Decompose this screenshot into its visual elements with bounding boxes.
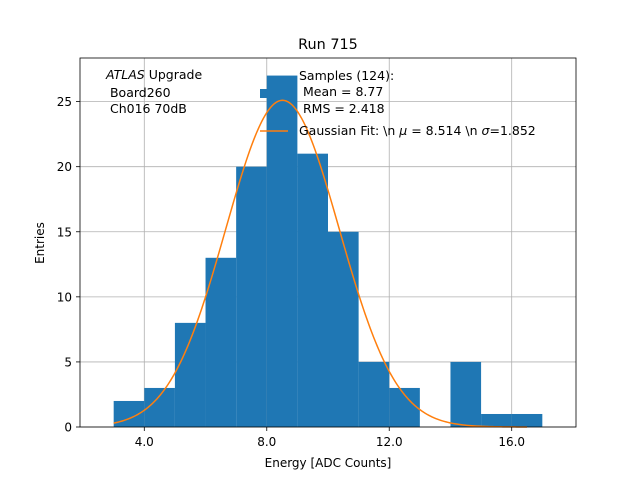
legend-samples-line-2: Mean = 8.77 xyxy=(299,84,383,99)
legend-fit-sigma: σ xyxy=(482,123,491,138)
y-tick-label: 5 xyxy=(64,355,72,369)
histogram-bar xyxy=(144,387,175,427)
histogram-bars xyxy=(113,75,543,428)
histogram-bar xyxy=(481,413,512,427)
legend-fit-label: Gaussian Fit: \n μ = 8.514 \n σ=1.852 xyxy=(299,123,536,138)
annotation-line-2: Board260 xyxy=(106,85,171,100)
atlas-annotation: ATLAS Upgrade Board260 Ch016 70dB xyxy=(105,67,202,116)
x-tick-label: 12.0 xyxy=(376,435,403,449)
histogram-bar xyxy=(236,166,267,427)
x-tick-label: 16.0 xyxy=(498,435,525,449)
axes-frame xyxy=(79,57,577,428)
y-tick-label: 20 xyxy=(57,160,72,174)
chart-title: Run 715 xyxy=(298,37,358,53)
legend-samples-swatch xyxy=(260,89,288,98)
legend-samples-line-3: RMS = 2.418 xyxy=(299,101,385,116)
annotation-line-1: ATLAS Upgrade xyxy=(105,67,202,82)
x-axis-label: Energy [ADC Counts] xyxy=(265,456,392,470)
histogram-bar xyxy=(205,257,237,427)
x-tick-label: 8.0 xyxy=(257,435,276,449)
legend-fit-mu: μ xyxy=(398,123,407,138)
legend-fit-mid: = 8.514 \n xyxy=(407,123,481,138)
y-axis-ticks: 0 5 10 15 20 25 xyxy=(57,95,80,435)
y-axis-label: Entries xyxy=(33,222,47,264)
y-tick-label: 0 xyxy=(64,421,72,435)
histogram-bar xyxy=(450,361,482,427)
y-tick-label: 15 xyxy=(57,225,72,239)
histogram-bar xyxy=(297,153,328,427)
annotation-upgrade: Upgrade xyxy=(145,67,203,82)
y-tick-label: 10 xyxy=(57,290,72,304)
histogram-bar xyxy=(266,75,298,428)
legend-fit-end: =1.852 xyxy=(489,123,535,138)
histogram-bar xyxy=(358,361,390,427)
legend: Samples (124): Mean = 8.77 RMS = 2.418 G… xyxy=(260,68,536,138)
legend-samples-line-1: Samples (124): xyxy=(299,68,394,83)
histogram-bar xyxy=(511,413,543,427)
x-tick-label: 4.0 xyxy=(135,435,154,449)
legend-fit-prefix: Gaussian Fit: \n xyxy=(299,123,399,138)
annotation-atlas-italic: ATLAS xyxy=(105,67,145,82)
x-axis-ticks: 4.0 8.0 12.0 16.0 xyxy=(135,427,525,449)
histogram-bar xyxy=(328,231,359,427)
y-tick-label: 25 xyxy=(57,95,72,109)
gaussian-fit-curve xyxy=(113,99,528,428)
annotation-line-3: Ch016 70dB xyxy=(106,101,187,116)
